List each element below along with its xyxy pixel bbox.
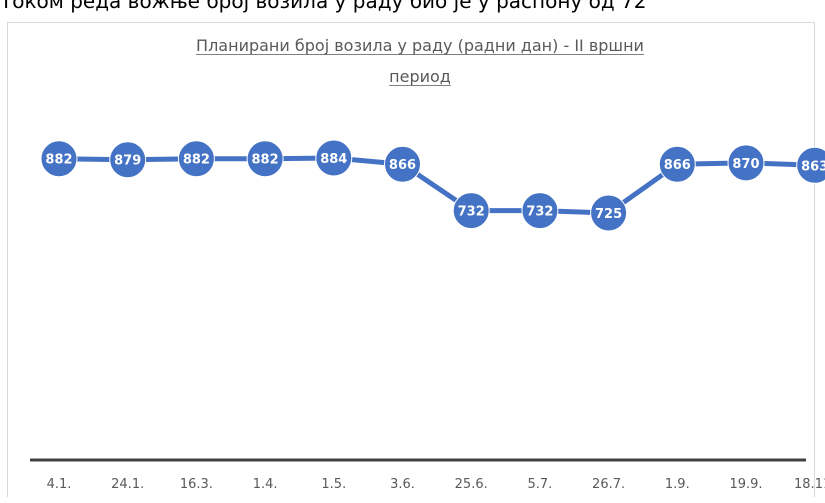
x-tick-label: 18.11. [794,477,825,492]
data-point-marker [40,140,78,178]
x-tick-label: 19.9. [729,477,762,492]
data-label: 870 [732,157,759,172]
x-tick-label: 26.7. [592,477,625,492]
x-tick-label: 25.6. [455,477,488,492]
data-point-marker [796,146,825,184]
data-point-marker [521,192,559,230]
data-point-marker [590,194,628,232]
data-point-marker [177,140,215,178]
data-point-marker [452,192,490,230]
data-point-marker [384,145,421,183]
x-tick-label: 1.4. [253,477,278,492]
data-label: 725 [595,207,622,222]
data-label: 732 [458,205,485,220]
data-label: 879 [114,154,141,169]
data-label: 882 [183,153,210,168]
data-point-marker [315,139,353,177]
data-label: 882 [45,153,72,168]
data-point-marker [658,145,696,183]
chart-frame [7,22,815,497]
page-caption: Током реда вожње број возила у раду био … [0,0,647,13]
x-tick-label: 4.1. [47,477,72,492]
x-tick-label: 1.9. [665,477,690,492]
chart-title-line-2: период [389,67,451,86]
data-label: 866 [664,158,691,173]
x-tick-label: 1.5. [321,477,346,492]
data-point-marker [727,144,765,182]
data-point-marker [246,140,284,178]
data-label: 863 [801,159,825,174]
data-label: 882 [252,153,279,168]
data-label: 732 [526,205,553,220]
data-label: 884 [320,152,347,167]
chart-title-line-1: Планирани број возила у раду (радни дан)… [196,36,644,55]
data-label: 866 [389,158,416,173]
x-tick-label: 16.3. [180,477,213,492]
data-point-marker [109,141,147,179]
series-line [58,155,815,216]
x-tick-label: 24.1. [111,477,144,492]
x-tick-label: 3.6. [390,477,415,492]
x-tick-label: 5.7. [527,477,552,492]
